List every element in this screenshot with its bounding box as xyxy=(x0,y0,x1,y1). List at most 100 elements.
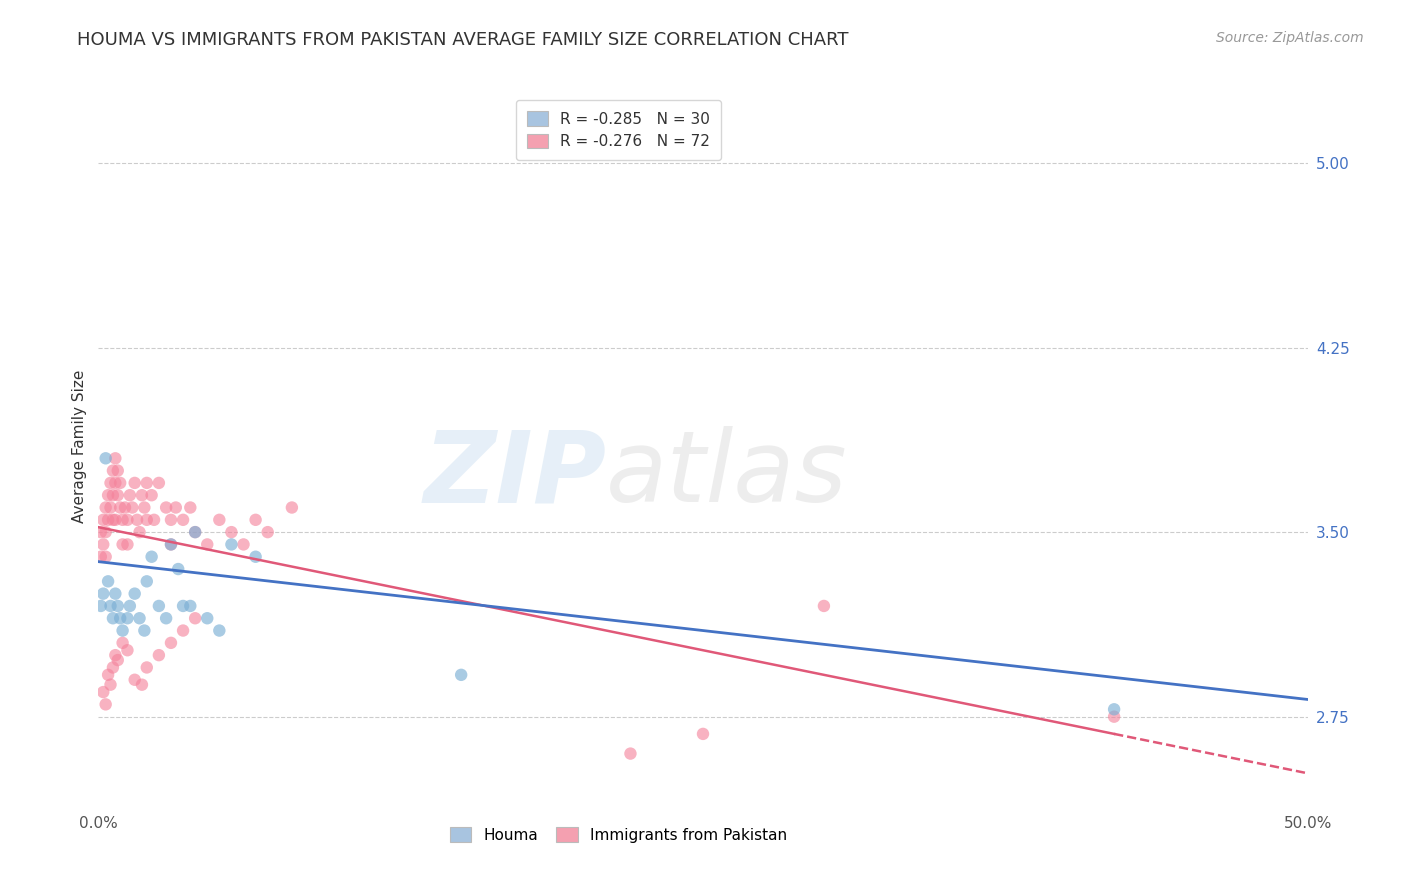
Point xyxy=(281,500,304,515)
Point xyxy=(160,537,183,551)
Point xyxy=(128,611,150,625)
Point xyxy=(221,537,243,551)
Point xyxy=(121,500,143,515)
Point xyxy=(450,668,472,682)
Point xyxy=(172,599,194,613)
Point xyxy=(124,673,146,687)
Point xyxy=(101,611,124,625)
Point xyxy=(90,549,112,564)
Point xyxy=(94,525,117,540)
Point xyxy=(91,537,114,551)
Point xyxy=(111,537,134,551)
Point xyxy=(118,599,141,613)
Text: Source: ZipAtlas.com: Source: ZipAtlas.com xyxy=(1216,31,1364,45)
Point xyxy=(90,599,112,613)
Point xyxy=(101,513,124,527)
Point xyxy=(111,513,134,527)
Point xyxy=(94,698,117,712)
Point xyxy=(108,500,131,515)
Point xyxy=(141,488,163,502)
Point xyxy=(94,549,117,564)
Point xyxy=(141,549,163,564)
Text: ZIP: ZIP xyxy=(423,426,606,523)
Point xyxy=(104,587,127,601)
Point xyxy=(104,648,127,662)
Point xyxy=(97,668,120,682)
Point xyxy=(100,599,122,613)
Point xyxy=(104,513,127,527)
Point xyxy=(117,513,139,527)
Point xyxy=(91,513,114,527)
Point xyxy=(108,475,131,490)
Point xyxy=(131,678,153,692)
Y-axis label: Average Family Size: Average Family Size xyxy=(72,369,87,523)
Point xyxy=(172,513,194,527)
Point xyxy=(131,488,153,502)
Point xyxy=(107,599,129,613)
Point xyxy=(107,653,129,667)
Point xyxy=(179,500,201,515)
Legend: Houma, Immigrants from Pakistan: Houma, Immigrants from Pakistan xyxy=(443,821,793,848)
Point xyxy=(114,500,136,515)
Point xyxy=(232,537,254,551)
Text: HOUMA VS IMMIGRANTS FROM PAKISTAN AVERAGE FAMILY SIZE CORRELATION CHART: HOUMA VS IMMIGRANTS FROM PAKISTAN AVERAG… xyxy=(77,31,849,49)
Point xyxy=(148,599,170,613)
Point xyxy=(135,574,157,589)
Point xyxy=(127,513,149,527)
Point xyxy=(160,537,183,551)
Point xyxy=(619,747,641,761)
Point xyxy=(135,475,157,490)
Point xyxy=(101,464,124,478)
Point xyxy=(184,525,207,540)
Point xyxy=(245,513,267,527)
Point xyxy=(100,678,122,692)
Point xyxy=(97,513,120,527)
Point xyxy=(90,525,112,540)
Point xyxy=(1102,709,1125,723)
Point xyxy=(155,500,177,515)
Point xyxy=(111,624,134,638)
Point xyxy=(155,611,177,625)
Point xyxy=(135,513,157,527)
Point xyxy=(148,475,170,490)
Point xyxy=(94,451,117,466)
Point xyxy=(1102,702,1125,716)
Point xyxy=(134,500,156,515)
Point xyxy=(692,727,714,741)
Point xyxy=(108,611,131,625)
Point xyxy=(100,475,122,490)
Point xyxy=(245,549,267,564)
Point xyxy=(167,562,190,576)
Point xyxy=(148,648,170,662)
Point xyxy=(117,537,139,551)
Point xyxy=(111,636,134,650)
Point xyxy=(172,624,194,638)
Point xyxy=(124,475,146,490)
Point xyxy=(208,513,231,527)
Point xyxy=(97,488,120,502)
Point xyxy=(107,488,129,502)
Point xyxy=(813,599,835,613)
Point xyxy=(184,611,207,625)
Point xyxy=(195,611,218,625)
Point xyxy=(101,488,124,502)
Point xyxy=(256,525,278,540)
Point xyxy=(135,660,157,674)
Point xyxy=(91,685,114,699)
Point xyxy=(134,624,156,638)
Point xyxy=(94,500,117,515)
Point xyxy=(117,611,139,625)
Point xyxy=(91,587,114,601)
Point xyxy=(100,500,122,515)
Point xyxy=(118,488,141,502)
Point xyxy=(184,525,207,540)
Point xyxy=(101,660,124,674)
Point xyxy=(195,537,218,551)
Point xyxy=(221,525,243,540)
Point xyxy=(124,587,146,601)
Point xyxy=(107,464,129,478)
Point xyxy=(160,513,183,527)
Point xyxy=(97,574,120,589)
Point xyxy=(208,624,231,638)
Point xyxy=(165,500,187,515)
